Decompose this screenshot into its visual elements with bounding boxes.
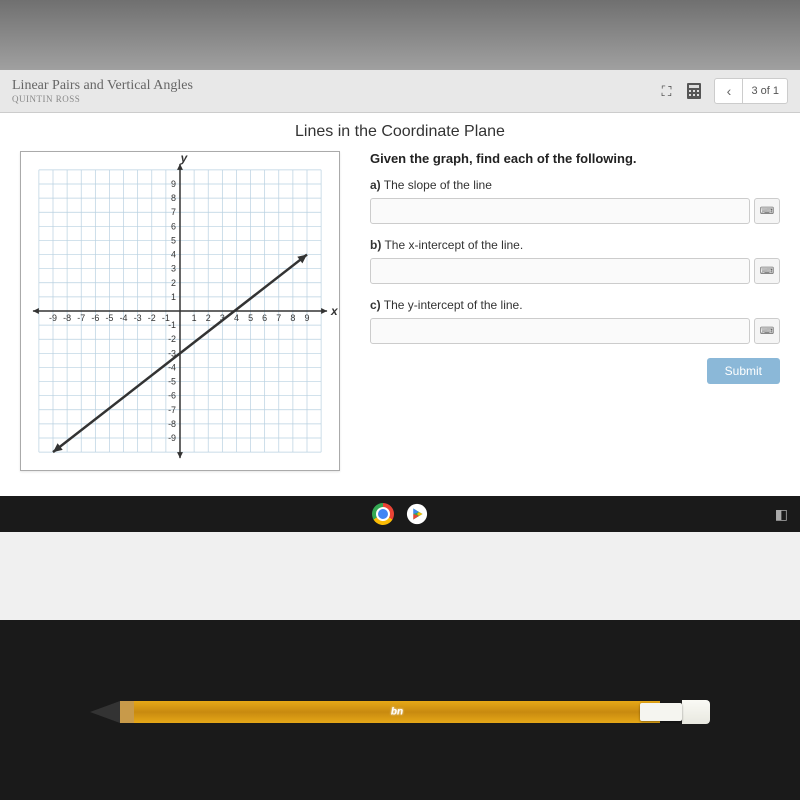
play-store-icon[interactable] [406, 503, 428, 525]
taskbar: ◧ [0, 496, 800, 532]
svg-text:5: 5 [171, 235, 176, 245]
keypad-button-b[interactable]: ⌨ [754, 258, 780, 284]
svg-text:-3: -3 [134, 313, 142, 323]
svg-text:6: 6 [171, 221, 176, 231]
svg-text:-4: -4 [168, 362, 176, 372]
svg-text:y: y [180, 151, 189, 165]
svg-text:2: 2 [171, 278, 176, 288]
svg-text:-6: -6 [91, 313, 99, 323]
svg-text:x: x [330, 304, 339, 318]
pencil-object: bn [90, 700, 710, 724]
svg-text:-4: -4 [120, 313, 128, 323]
svg-text:5: 5 [248, 313, 253, 323]
answer-input-c[interactable] [370, 318, 750, 344]
desk-surface: bn [0, 620, 800, 800]
calculator-icon[interactable] [686, 83, 702, 99]
submit-button[interactable]: Submit [707, 358, 780, 384]
svg-text:-9: -9 [49, 313, 57, 323]
svg-text:7: 7 [171, 207, 176, 217]
section-title: Lines in the Coordinate Plane [20, 123, 780, 141]
svg-text:-6: -6 [168, 391, 176, 401]
svg-text:9: 9 [171, 179, 176, 189]
question-heading: Given the graph, find each of the follow… [370, 151, 780, 166]
svg-text:-2: -2 [148, 313, 156, 323]
svg-text:-5: -5 [105, 313, 113, 323]
svg-text:1: 1 [192, 313, 197, 323]
svg-text:6: 6 [262, 313, 267, 323]
chrome-icon[interactable] [372, 503, 394, 525]
svg-text:-9: -9 [168, 433, 176, 443]
student-name: QUINTIN ROSS [12, 94, 193, 104]
question-part-b: b) The x-intercept of the line. [370, 238, 780, 252]
page-indicator: 3 of 1 [743, 85, 787, 97]
svg-text:2: 2 [206, 313, 211, 323]
svg-text:-5: -5 [168, 377, 176, 387]
svg-text:-2: -2 [168, 334, 176, 344]
answer-input-b[interactable] [370, 258, 750, 284]
answer-input-a[interactable] [370, 198, 750, 224]
keypad-button-c[interactable]: ⌨ [754, 318, 780, 344]
svg-text:1: 1 [171, 292, 176, 302]
svg-text:-8: -8 [63, 313, 71, 323]
lesson-title: Linear Pairs and Vertical Angles [12, 78, 193, 94]
svg-text:-7: -7 [77, 313, 85, 323]
keypad-button-a[interactable]: ⌨ [754, 198, 780, 224]
question-part-c: c) The y-intercept of the line. [370, 298, 780, 312]
svg-text:-8: -8 [168, 419, 176, 429]
question-part-a: a) The slope of the line [370, 178, 780, 192]
overview-icon[interactable]: ◧ [775, 506, 788, 523]
lesson-header: Linear Pairs and Vertical Angles QUINTIN… [0, 70, 800, 113]
svg-text:9: 9 [305, 313, 310, 323]
svg-text:7: 7 [276, 313, 281, 323]
svg-text:3: 3 [171, 264, 176, 274]
svg-text:4: 4 [171, 250, 176, 260]
svg-text:-7: -7 [168, 405, 176, 415]
svg-text:8: 8 [290, 313, 295, 323]
svg-text:8: 8 [171, 193, 176, 203]
expand-icon[interactable]: ⛶ [658, 83, 674, 99]
svg-text:4: 4 [234, 313, 239, 323]
coordinate-graph: -9-8-7-6-5-4-3-2-1123456789987654321-1-2… [20, 151, 350, 476]
prev-page-button[interactable]: ‹ [715, 79, 743, 103]
svg-text:-1: -1 [168, 320, 176, 330]
